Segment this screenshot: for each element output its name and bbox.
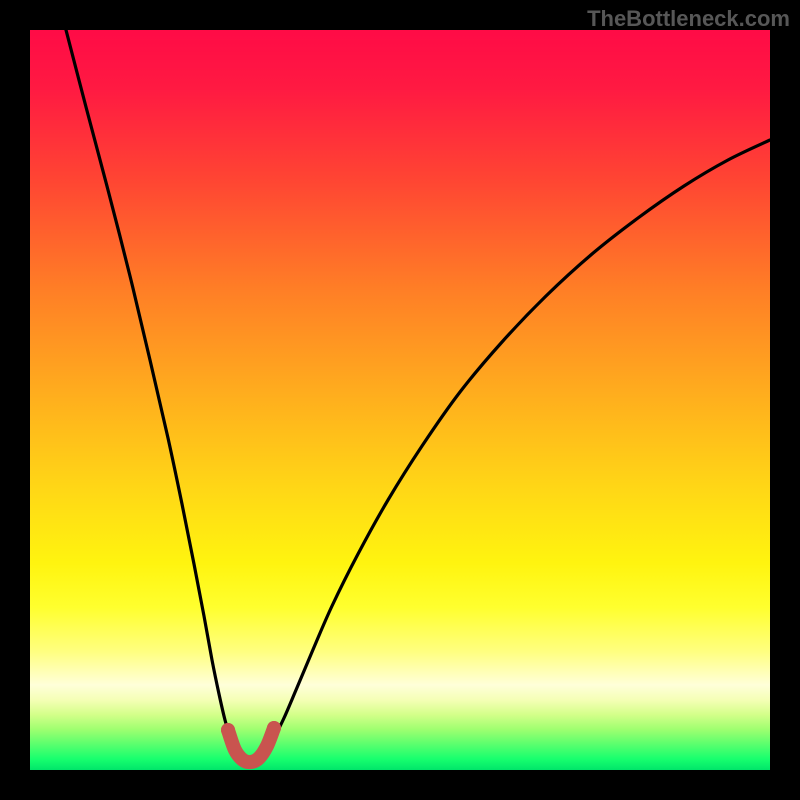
plot-svg [30,30,770,770]
optimal-zone-endpoint-left [221,723,235,737]
optimal-zone-endpoint-right [267,721,281,735]
watermark-text: TheBottleneck.com [587,6,790,32]
plot-area [30,30,770,770]
chart-canvas: TheBottleneck.com [0,0,800,800]
gradient-background [30,30,770,770]
